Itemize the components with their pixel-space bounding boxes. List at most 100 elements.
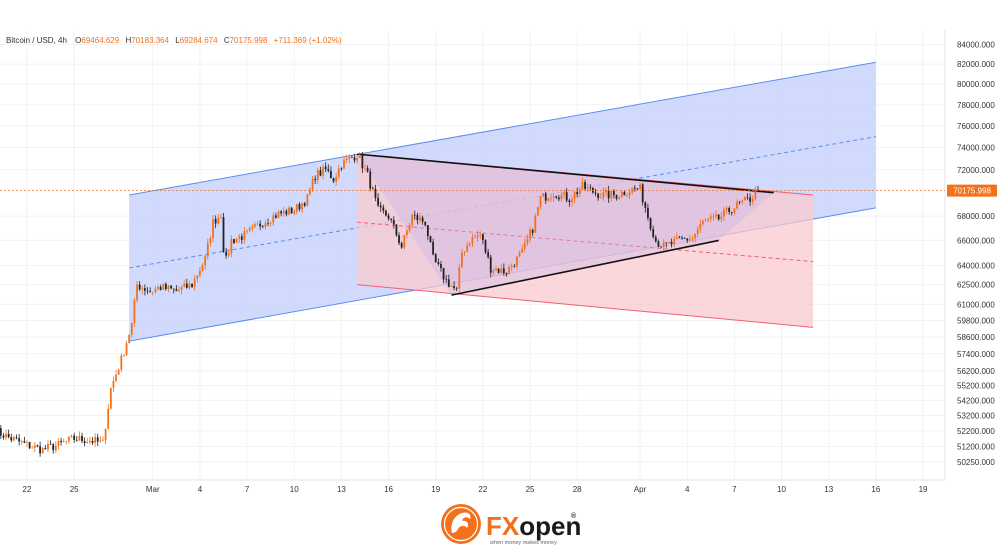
candle-body: [526, 238, 529, 243]
candle: [442, 267, 445, 284]
price-tick-label: 84000.000: [957, 41, 995, 50]
candle-body: [544, 193, 547, 201]
price-chart[interactable]: 84000.000 82000.000 80000.000 78000.000 7600…: [0, 0, 1000, 500]
candle: [668, 241, 670, 244]
candle: [81, 432, 83, 444]
candle-body: [172, 288, 175, 290]
candle-body: [466, 245, 469, 252]
candle-body: [670, 241, 673, 245]
candle-body: [717, 214, 720, 220]
candle: [662, 239, 665, 251]
candle: [502, 263, 505, 276]
candle: [104, 428, 107, 445]
candle-body: [52, 444, 55, 451]
candle-body: [353, 157, 356, 161]
candle-body: [440, 264, 442, 268]
candlestick-series[interactable]: [0, 151, 759, 457]
candle-body: [293, 211, 296, 214]
candle-body: [445, 279, 448, 280]
candle: [385, 209, 387, 217]
candle-body: [298, 204, 301, 210]
candle-body: [233, 239, 235, 243]
candle: [702, 219, 704, 226]
candle-body: [681, 237, 683, 239]
candle: [26, 440, 28, 448]
candle-body: [537, 207, 539, 216]
candle-body: [683, 238, 686, 239]
candle: [246, 229, 248, 234]
candle: [437, 258, 440, 266]
time-axis[interactable]: 22 25 Mar 4 7 10 13 16 19 22 25 28 Apr 4 7 10 13 16 19: [23, 485, 928, 494]
candle: [447, 274, 450, 288]
candle-body: [256, 223, 259, 225]
candle: [230, 235, 233, 258]
candle: [356, 154, 359, 164]
candle-body: [557, 197, 560, 200]
candle: [128, 334, 131, 344]
candle: [144, 284, 146, 296]
candle-body: [733, 208, 736, 213]
candle: [164, 282, 167, 291]
candle: [573, 190, 576, 204]
price-axis[interactable]: 84000.000 82000.000 80000.000 78000.000 7600…: [957, 41, 995, 467]
candle: [157, 284, 159, 291]
candle: [209, 235, 212, 248]
candle-body: [626, 195, 628, 196]
candle: [474, 234, 476, 239]
candle-body: [400, 243, 403, 248]
candle-body: [330, 171, 332, 179]
candle: [337, 164, 340, 180]
candle-body: [599, 197, 602, 199]
candle: [83, 437, 86, 447]
candle-body: [306, 194, 309, 206]
candle-body: [86, 441, 89, 444]
candle: [743, 196, 746, 201]
candle-body: [623, 192, 626, 196]
candle: [193, 274, 196, 291]
candle-body: [180, 287, 183, 291]
candle-body: [246, 230, 248, 232]
candle-body: [151, 291, 154, 293]
candle: [107, 403, 110, 430]
candle-body: [568, 200, 571, 203]
candle: [392, 216, 395, 229]
candle-body: [516, 256, 518, 267]
candle-body: [578, 189, 581, 194]
price-tick-label: 55200.000: [957, 382, 995, 391]
candle-body: [248, 228, 251, 231]
candle: [285, 208, 288, 217]
candle-body: [529, 229, 531, 239]
candle: [571, 195, 573, 207]
candle: [52, 442, 55, 454]
candle-body: [204, 256, 207, 266]
candle-body: [636, 188, 639, 190]
price-tick-label: 56200.000: [957, 367, 995, 376]
candle: [555, 195, 558, 200]
candle-body: [0, 428, 2, 436]
candle: [358, 152, 361, 159]
candle: [282, 206, 285, 217]
candle: [68, 435, 70, 444]
candle-body: [36, 445, 39, 447]
candle-body: [426, 225, 429, 237]
candle: [411, 212, 414, 229]
candle: [416, 212, 419, 225]
candle: [733, 208, 736, 216]
candle: [660, 246, 662, 249]
candle-body: [99, 440, 102, 442]
price-tick-label: 74000.000: [957, 144, 995, 153]
candle-body: [348, 157, 351, 159]
candle-body: [280, 211, 283, 214]
candle: [112, 376, 115, 393]
candle: [2, 432, 5, 440]
candle: [673, 235, 676, 247]
candle-body: [374, 188, 377, 198]
candle-body: [301, 203, 303, 210]
candle: [311, 175, 314, 193]
candle: [248, 226, 251, 233]
candle: [712, 213, 715, 221]
candle-body: [489, 256, 492, 273]
candle: [178, 286, 180, 293]
candle: [364, 164, 366, 172]
price-tick-label: 61000.000: [957, 300, 995, 309]
